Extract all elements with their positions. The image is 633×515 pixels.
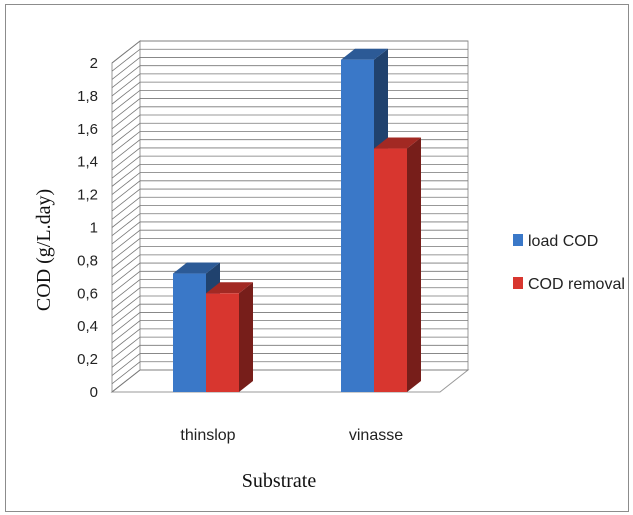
y-axis-ticks: 0 0,2 0,4 0,6 0,8 1 1,2 1,4 1,6 1,8 2 xyxy=(77,55,98,401)
legend: load COD COD removal xyxy=(513,233,625,293)
bar xyxy=(374,137,421,392)
x-category-label: thinslop xyxy=(180,427,235,444)
legend-swatch-cod-removal xyxy=(513,277,523,289)
x-axis-categories: thinslop vinasse xyxy=(180,427,403,444)
y-tick-label: 1 xyxy=(90,220,98,237)
y-tick-label: 0,4 xyxy=(77,318,98,335)
bar-top xyxy=(374,137,421,149)
y-tick-label: 1,2 xyxy=(77,187,98,204)
y-tick-label: 1,8 xyxy=(77,88,98,105)
bar-front xyxy=(206,293,239,392)
bar-top xyxy=(341,48,388,60)
bar-front xyxy=(341,59,374,393)
y-tick-label: 1,6 xyxy=(77,121,98,138)
gridline xyxy=(111,40,468,64)
bars xyxy=(173,48,421,393)
bar-front xyxy=(173,273,206,392)
legend-label-load-cod: load COD xyxy=(528,233,598,250)
bar-top xyxy=(206,282,253,294)
bar-side xyxy=(407,137,421,392)
y-tick-label: 0,6 xyxy=(77,285,98,302)
legend-swatch-load-cod xyxy=(513,234,523,246)
y-tick-label: 0,8 xyxy=(77,252,98,269)
bar-side xyxy=(239,282,253,392)
y-tick-label: 2 xyxy=(90,55,98,72)
x-axis-title: Substrate xyxy=(242,470,317,492)
legend-label-cod-removal: COD removal xyxy=(528,276,625,293)
x-category-label: vinasse xyxy=(349,427,403,444)
y-tick-label: 1,4 xyxy=(77,154,98,171)
y-tick-label: 0 xyxy=(90,384,98,401)
bar-front xyxy=(374,148,407,392)
bar xyxy=(206,282,253,392)
bar-top xyxy=(173,262,220,274)
y-tick-label: 0,2 xyxy=(77,351,98,368)
y-axis-title: COD (g/L.day) xyxy=(33,189,55,311)
